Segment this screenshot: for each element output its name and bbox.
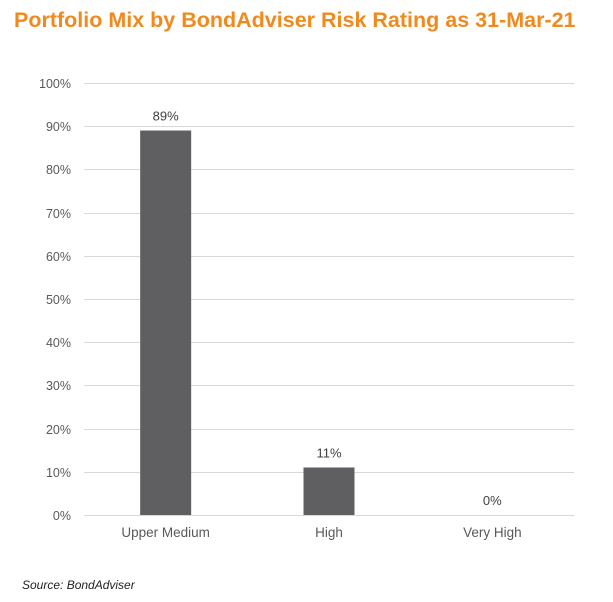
y-tick-label: 60% <box>46 250 71 264</box>
y-tick-label: 80% <box>46 163 71 177</box>
chart-title: Portfolio Mix by BondAdviser Risk Rating… <box>14 8 576 32</box>
y-tick-labels: 0% 10% 20% 30% 40% 50% 60% 70% 80% 90% 100% <box>39 77 71 523</box>
y-tick-label: 0% <box>53 509 71 523</box>
y-tick-label: 100% <box>39 77 71 91</box>
y-tick-label: 90% <box>46 120 71 134</box>
y-tick-label: 10% <box>46 466 71 480</box>
bar-upper-medium <box>140 130 192 515</box>
data-label: 89% <box>153 109 179 124</box>
y-tick-label: 30% <box>46 379 71 393</box>
y-tick-label: 20% <box>46 423 71 437</box>
data-label: 11% <box>316 445 341 460</box>
data-label: 0% <box>483 493 502 508</box>
data-labels: 89% 11% 0% <box>153 109 503 508</box>
y-tick-label: 40% <box>46 336 71 350</box>
y-tick-label: 50% <box>46 293 71 307</box>
y-tick-label: 70% <box>46 207 71 221</box>
category-label: Very High <box>463 525 522 540</box>
category-label: Upper Medium <box>121 525 210 540</box>
source-note: Source: BondAdviser <box>22 578 135 592</box>
category-labels: Upper Medium High Very High <box>121 525 521 540</box>
bars <box>140 130 355 515</box>
bar-high <box>303 467 355 515</box>
category-label: High <box>315 525 343 540</box>
